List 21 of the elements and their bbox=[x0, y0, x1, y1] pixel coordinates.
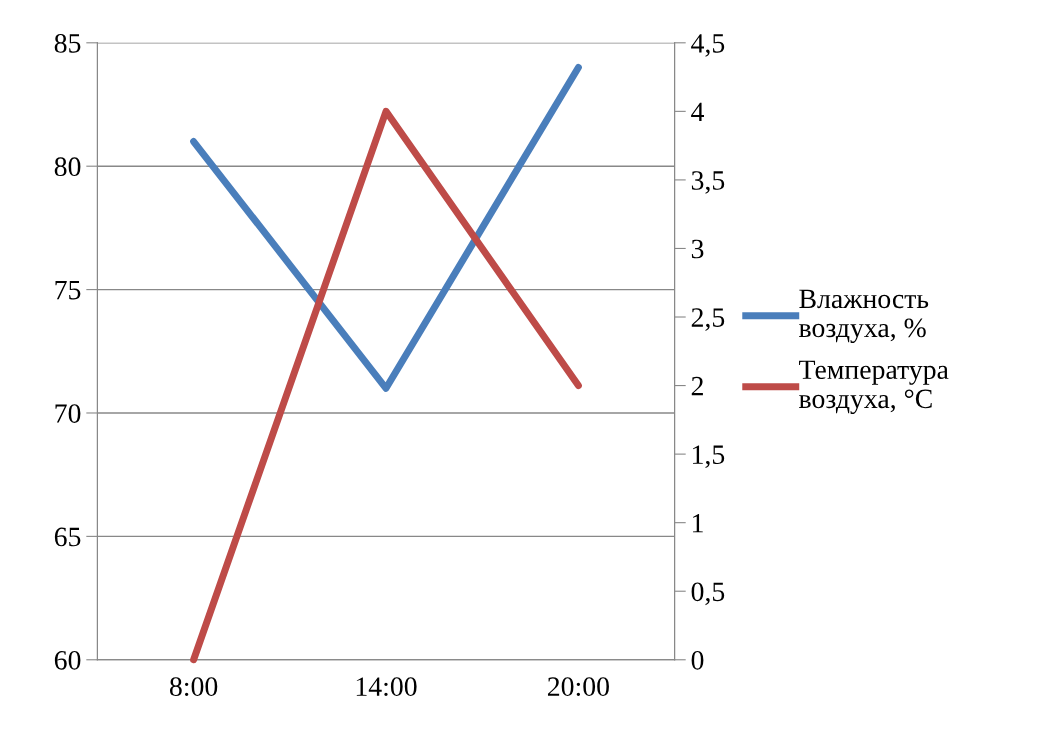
y-tick-label: 65 bbox=[54, 527, 81, 547]
legend-label: Влажность воздуха, % bbox=[799, 289, 929, 343]
y2-tick-label: 2,5 bbox=[691, 308, 725, 331]
y-tick-label: 75 bbox=[55, 281, 81, 300]
x-tick-label: 20:00 bbox=[547, 677, 609, 697]
y2-tick-label: 4,5 bbox=[691, 34, 725, 57]
y2-tick-label: 0 bbox=[691, 650, 704, 670]
x-tick-label: 14:00 bbox=[356, 677, 417, 697]
y2-tick-label: 0,5 bbox=[691, 582, 725, 606]
y2-tick-label: 2 bbox=[691, 376, 703, 396]
y2-tick-label: 1 bbox=[693, 513, 703, 533]
y2-tick-label: 1,5 bbox=[693, 445, 725, 469]
y2-tick-label: 3,5 bbox=[691, 171, 725, 194]
x-tick-label: 8:00 bbox=[169, 677, 218, 697]
y-tick-label: 80 bbox=[54, 157, 81, 177]
y-tick-label: 85 bbox=[54, 33, 81, 53]
y2-tick-label: 4 bbox=[691, 102, 705, 121]
y-tick-label: 70 bbox=[55, 404, 81, 423]
y-tick-label: 60 bbox=[54, 650, 81, 670]
y2-tick-label: 3 bbox=[691, 239, 704, 259]
legend-label: Температура воздуха, °C bbox=[799, 360, 949, 414]
